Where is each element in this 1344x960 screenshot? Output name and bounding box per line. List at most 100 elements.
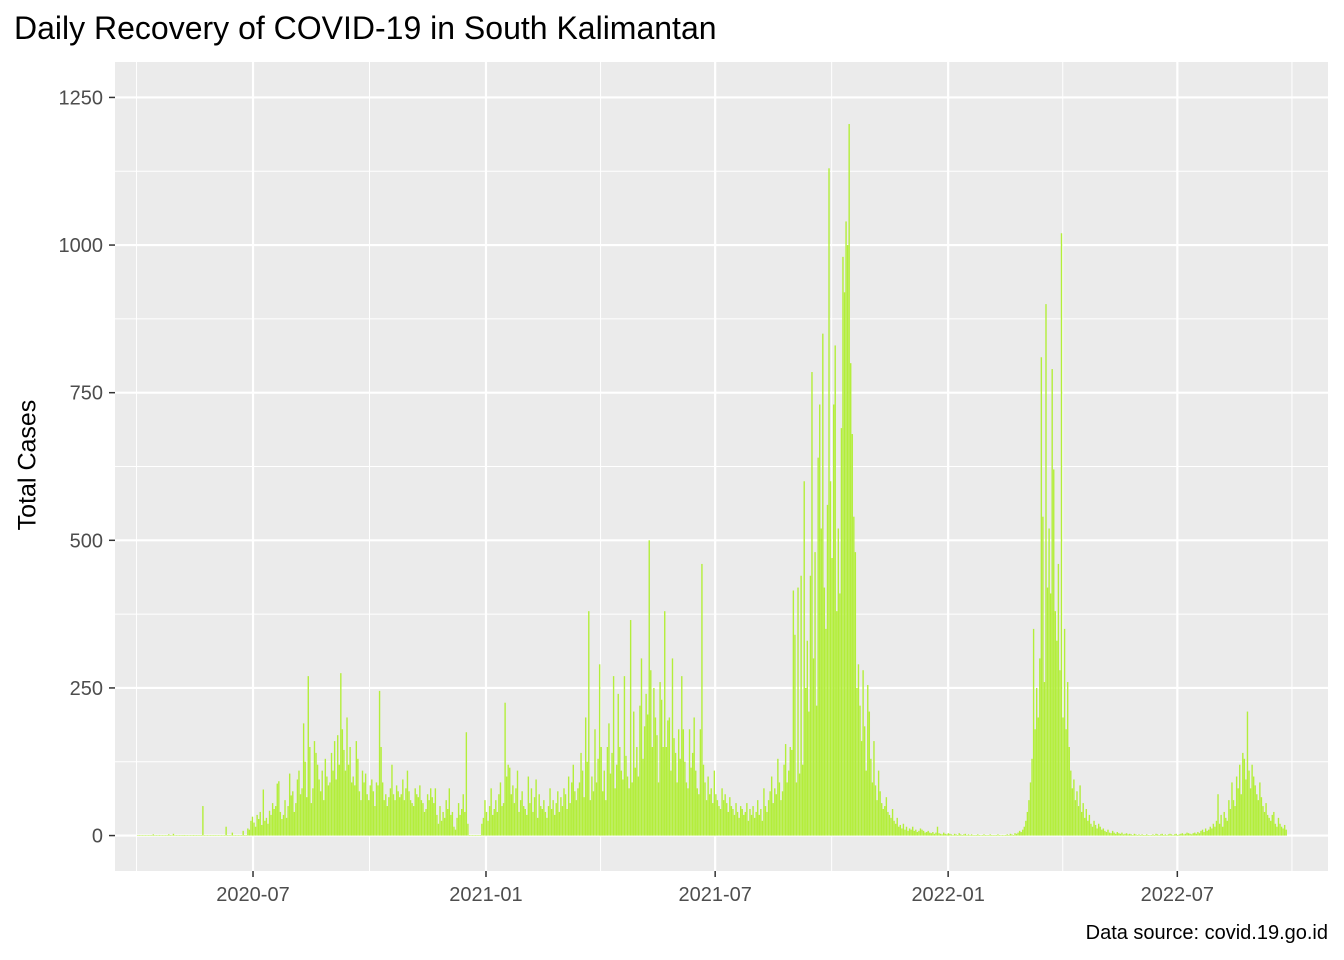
bar: [419, 785, 421, 836]
bar: [913, 830, 915, 836]
bar: [691, 752, 694, 836]
bar: [161, 835, 164, 836]
bar: [606, 746, 609, 836]
bar: [770, 776, 773, 836]
bar: [997, 834, 999, 836]
bar: [154, 835, 156, 836]
bar: [1166, 834, 1168, 836]
bar: [958, 833, 960, 836]
bar: [144, 835, 147, 836]
bar: [814, 552, 816, 836]
bar: [571, 782, 573, 836]
bar: [915, 829, 917, 836]
x-tick-label: 2022-07: [1141, 884, 1214, 906]
bar: [1022, 829, 1024, 836]
bar: [789, 746, 791, 836]
y-tick-label: 0: [92, 826, 103, 848]
bar: [693, 717, 695, 836]
bar-series: [137, 124, 1287, 836]
bar: [1046, 587, 1049, 836]
bar: [977, 834, 979, 836]
bar: [1147, 834, 1149, 836]
bar: [324, 758, 327, 836]
bar: [1159, 834, 1162, 836]
bar: [865, 770, 867, 836]
bar: [518, 811, 520, 836]
bar: [987, 835, 990, 836]
bar: [1232, 800, 1235, 836]
bar: [910, 829, 912, 836]
bar: [867, 684, 869, 836]
bar: [1108, 832, 1111, 836]
bar: [1015, 833, 1018, 836]
bar: [871, 782, 874, 836]
bar: [1150, 834, 1153, 836]
bar: [634, 767, 636, 836]
bar: [645, 693, 647, 836]
bar: [629, 620, 632, 836]
bar: [1006, 834, 1008, 836]
bar: [355, 741, 358, 836]
bar: [395, 785, 398, 836]
bar: [1208, 829, 1210, 836]
bar: [1115, 833, 1117, 836]
bar: [526, 814, 528, 836]
bar: [1274, 823, 1277, 836]
bar: [233, 835, 235, 836]
bar: [839, 593, 841, 836]
bar: [1080, 811, 1083, 836]
bar: [1084, 817, 1086, 836]
bar: [203, 835, 206, 836]
bar: [1011, 834, 1013, 836]
bar: [572, 764, 574, 836]
bar: [426, 794, 429, 836]
bar: [352, 776, 354, 836]
bar: [775, 794, 778, 836]
bar: [312, 788, 314, 836]
bar: [216, 835, 218, 836]
bar: [467, 823, 469, 836]
bar: [673, 738, 675, 836]
bar: [1054, 611, 1056, 836]
bar: [505, 776, 508, 836]
bar: [552, 800, 554, 836]
bar: [399, 797, 401, 836]
bar: [935, 832, 937, 836]
bar: [372, 791, 375, 836]
bar: [699, 729, 702, 836]
bar: [702, 764, 705, 836]
bar: [388, 797, 390, 836]
bar: [202, 806, 204, 836]
bar: [1042, 516, 1044, 836]
bar: [1049, 593, 1052, 836]
bar: [583, 797, 585, 836]
bar: [786, 782, 788, 836]
bar: [836, 611, 838, 836]
bar: [639, 705, 641, 836]
bar: [822, 333, 824, 836]
bar: [371, 779, 373, 836]
bar: [1251, 764, 1253, 836]
bar: [732, 808, 734, 836]
bar: [757, 800, 759, 836]
bar: [394, 800, 396, 836]
bar: [791, 749, 793, 836]
bar: [509, 767, 511, 836]
bar: [780, 800, 782, 836]
bar: [199, 835, 201, 836]
bar: [946, 834, 948, 836]
bar: [1087, 820, 1089, 836]
bar: [499, 782, 502, 836]
bar: [1263, 811, 1266, 836]
bar: [1139, 834, 1142, 836]
bar: [688, 729, 691, 836]
bar: [529, 803, 531, 836]
bar: [1138, 834, 1140, 836]
bar: [1043, 682, 1046, 836]
bar: [1201, 829, 1204, 836]
bar: [788, 770, 790, 836]
bar: [1190, 834, 1193, 836]
bar: [1132, 834, 1134, 836]
bar: [386, 806, 389, 836]
bar: [1273, 811, 1275, 836]
